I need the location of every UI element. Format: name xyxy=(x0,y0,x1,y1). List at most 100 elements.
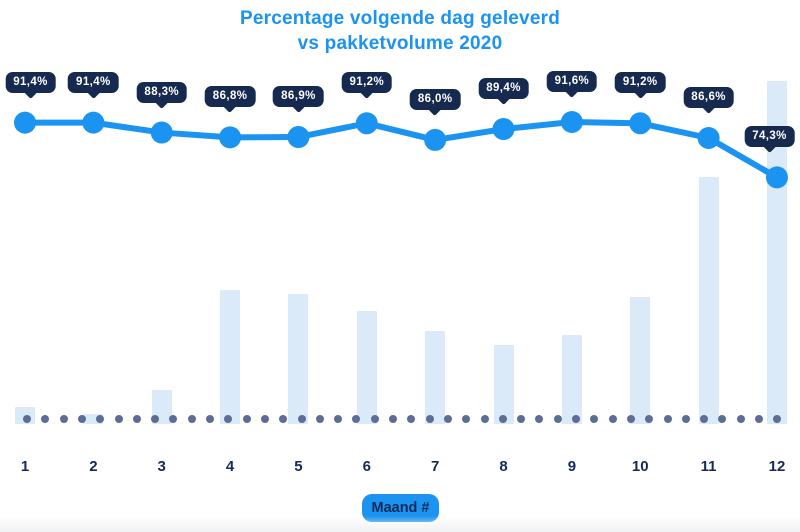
value-tooltip-text: 91,6% xyxy=(554,75,590,87)
data-point-marker[interactable] xyxy=(150,121,173,144)
volume-bar xyxy=(83,413,104,424)
value-tooltip-text: 86,9% xyxy=(281,90,316,103)
baseline-dot xyxy=(169,415,178,423)
baseline-dot xyxy=(114,415,123,423)
baseline-dot xyxy=(279,415,288,423)
value-tooltip: 91,6% xyxy=(546,71,598,98)
baseline-dot xyxy=(206,415,214,423)
volume-bar xyxy=(561,334,582,424)
data-point-marker[interactable] xyxy=(492,118,515,141)
value-tooltip: 86,9% xyxy=(273,86,324,113)
value-tooltip-text: 88,3% xyxy=(144,85,180,98)
value-tooltip: 86,0% xyxy=(409,88,461,116)
value-tooltip-text: 86,6% xyxy=(691,91,726,103)
value-tooltip-text: 91,4% xyxy=(13,75,48,88)
value-tooltip-text: 91,4% xyxy=(76,75,111,88)
baseline-dot xyxy=(553,415,562,423)
value-tooltip: 91,4% xyxy=(68,71,119,99)
x-axis-label: 9 xyxy=(567,458,577,475)
data-point-marker[interactable] xyxy=(560,111,583,133)
data-point-marker[interactable] xyxy=(82,111,105,134)
x-axis-label: 1 xyxy=(20,458,30,475)
baseline-dot xyxy=(498,415,507,423)
volume-bar xyxy=(288,293,309,424)
value-tooltip: 91,2% xyxy=(614,72,666,100)
volume-bar xyxy=(493,345,514,424)
x-axis-label: 12 xyxy=(768,458,786,475)
baseline-dot xyxy=(718,415,727,423)
x-axis-title-label: Maand # xyxy=(371,500,430,516)
baseline-dot xyxy=(608,415,617,423)
data-point-marker[interactable] xyxy=(287,126,310,149)
value-tooltip-text: 91,2% xyxy=(622,76,658,89)
x-axis-label: 7 xyxy=(430,458,440,475)
value-tooltip: 74,3% xyxy=(744,126,795,154)
value-tooltip: 91,2% xyxy=(341,72,393,100)
baseline-dot xyxy=(224,415,233,423)
volume-bar xyxy=(425,331,446,424)
baseline-dot xyxy=(187,415,196,423)
x-axis-label: 5 xyxy=(294,458,303,475)
baseline-dot xyxy=(480,415,489,423)
baseline-dot xyxy=(315,415,324,423)
baseline-dot xyxy=(242,415,251,423)
baseline-dot xyxy=(462,415,471,423)
baseline-dot xyxy=(297,415,306,423)
data-point-marker[interactable] xyxy=(219,126,242,149)
chart-title: Percentage volgende dag geleverd vs pakk… xyxy=(0,6,800,56)
baseline-dot xyxy=(96,415,105,423)
value-tooltip-text: 86,8% xyxy=(212,90,248,103)
x-axis-label: 3 xyxy=(157,458,166,475)
baseline-dot xyxy=(755,415,763,423)
baseline-dot xyxy=(517,415,526,423)
data-point-marker[interactable] xyxy=(424,128,447,151)
volume-bar xyxy=(220,290,241,424)
baseline-dot xyxy=(443,415,452,423)
baseline-dot xyxy=(773,415,782,423)
baseline-dot xyxy=(151,415,160,423)
baseline-dot xyxy=(132,415,141,423)
baseline-dot xyxy=(41,415,50,423)
baseline-dot xyxy=(389,415,397,423)
data-point-marker[interactable] xyxy=(697,127,720,149)
x-axis-label: 2 xyxy=(89,458,98,475)
trend-line xyxy=(22,119,780,181)
baseline-dot xyxy=(572,415,580,423)
baseline-dot xyxy=(23,415,31,423)
x-axis-label: 10 xyxy=(631,458,649,475)
baseline-dot xyxy=(681,415,690,423)
baseline-dot xyxy=(700,415,709,423)
baseline-dot xyxy=(352,415,361,423)
value-tooltip: 91,4% xyxy=(5,71,56,99)
baseline-dot xyxy=(407,415,416,423)
x-axis-label: 8 xyxy=(499,458,508,475)
baseline-dot xyxy=(334,415,343,423)
chart-title-line1: Percentage volgende dag geleverd xyxy=(239,8,560,29)
value-tooltip-text: 86,0% xyxy=(417,92,453,105)
x-axis-label: 11 xyxy=(700,458,717,475)
data-point-marker[interactable] xyxy=(629,112,652,135)
x-axis-label: 4 xyxy=(225,458,235,475)
baseline-dot xyxy=(535,415,544,423)
volume-bar xyxy=(630,297,651,424)
baseline-dot xyxy=(370,415,379,423)
baseline-dot xyxy=(645,415,654,423)
baseline-dot xyxy=(590,415,599,423)
data-point-marker[interactable] xyxy=(14,111,36,134)
chart-title-line2: vs pakketvolume 2020 xyxy=(297,33,503,54)
baseline-dot xyxy=(425,415,434,423)
baseline-dot xyxy=(77,415,86,423)
value-tooltip-text: 91,2% xyxy=(349,76,385,89)
value-tooltip-text: 74,3% xyxy=(752,130,787,143)
data-point-marker[interactable] xyxy=(765,166,788,189)
value-tooltip: 86,6% xyxy=(683,87,734,114)
value-tooltip: 88,3% xyxy=(136,81,188,109)
baseline-dot xyxy=(626,415,635,423)
volume-bar xyxy=(698,177,719,424)
data-point-marker[interactable] xyxy=(355,112,378,135)
baseline-dot xyxy=(260,415,269,423)
x-axis-label: 6 xyxy=(362,458,371,475)
value-tooltip: 86,8% xyxy=(204,86,256,114)
